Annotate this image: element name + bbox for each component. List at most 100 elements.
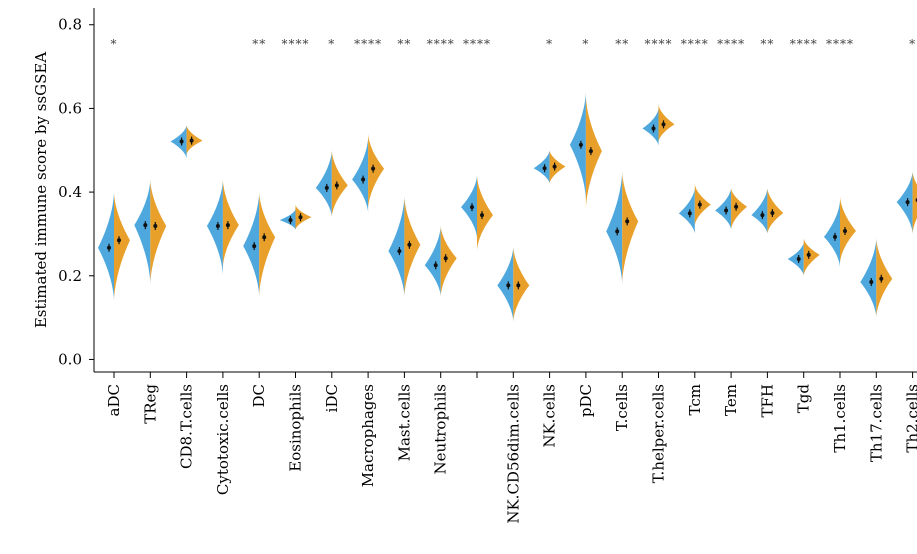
violin-left-half [678,187,695,234]
significance-label: **** [717,37,745,51]
mean-point-left [578,142,583,147]
violin-pDC [569,91,602,209]
mean-point-left [397,249,402,254]
x-tick-label: CD8.T.cells [178,384,196,469]
mean-point-left [687,211,692,216]
mean-point-left [179,139,184,144]
y-ticks: 0.0 0.2 0.4 0.6 0.8 [58,16,94,368]
mean-point-left [288,218,293,223]
violin-right-half [658,104,675,142]
mean-point-right [806,252,811,257]
mean-point-right [588,149,593,154]
axes [93,8,917,373]
x-tick-label: Mast.cells [395,384,413,461]
x-tick-label: DC [250,384,268,408]
x-tick-label: iDC [323,384,341,412]
violin-left-half [134,179,151,285]
mean-point-left [361,177,366,182]
violin-Tem [715,187,748,230]
mean-point-left [107,245,111,250]
violin-T.helper.cells [642,104,675,147]
violin-Tgd [787,238,820,276]
mean-point-left [215,223,220,228]
significance-label: **** [826,37,854,51]
significance-label: ** [252,37,266,51]
mean-point-left [905,200,910,205]
violin-left-half [279,208,296,230]
significance-label: * [909,37,916,51]
x-tick-label: NK.CD56dim.cells [504,384,522,524]
violin-left-half [751,187,768,234]
mean-point-right [153,223,158,228]
significance-label: * [111,37,118,51]
violin-right-half [876,238,893,318]
y-tick-label: 0.0 [58,350,82,368]
x-tick-label: Tem [722,384,740,416]
violin-right-half [803,238,820,276]
violin-right-half [259,192,276,297]
significance-marks: * ** **** * **** ** **** **** * * ** **** **** **** **… [111,37,916,51]
violins [98,91,917,322]
violin-NK.CD56bright.cells [461,175,493,251]
mean-point-left [324,185,329,190]
significance-label: * [546,37,553,51]
violin-Th2.cells [896,171,917,234]
significance-label: * [582,37,589,51]
y-tick-label: 0.4 [58,183,82,201]
x-tick-label: TFH [758,384,776,418]
mean-point-left [724,208,729,213]
x-tick-label: T.cells [613,384,631,431]
mean-point-right [298,215,303,220]
mean-point-left [869,280,874,285]
violin-right-half [331,150,348,218]
mean-point-right [371,166,376,171]
violin-left-half [497,246,514,322]
violin-right-half [295,204,312,230]
violin-right-half [368,133,385,209]
violin-Neutrophils [424,225,457,297]
mean-point-left [796,257,801,262]
x-tick-label: Eosinophils [287,384,305,472]
violin-Tcm [678,183,711,234]
significance-label: **** [790,37,818,51]
x-tick-label: aDC [105,384,123,416]
violin-DC [243,192,276,297]
x-ticks: aDC TReg CD8.T.cells Cytotoxic.cells DC Eosin… [105,372,917,524]
mean-point-right [843,229,847,234]
violin-right-half [404,196,421,297]
violin-left-half [315,150,332,218]
significance-label: **** [645,37,673,51]
significance-label: **** [282,37,310,51]
violin-left-half [352,137,369,214]
x-tick-label: pDC [577,384,595,417]
violin-left-half [896,171,913,234]
significance-label: **** [463,37,491,51]
violin-NK.cells [533,150,566,184]
violin-left-half [533,150,550,184]
violin-left-half [824,200,840,268]
significance-label: * [328,37,335,51]
violin-right-half [767,187,784,234]
violin-right-half [440,225,457,297]
violin-NK.CD56dim.cells [497,246,530,322]
mean-point-right [262,235,267,240]
mean-point-right [552,164,557,169]
violin-right-half [477,175,493,251]
violin-left-half [461,175,477,239]
significance-label: **** [427,37,455,51]
mean-point-right [770,211,775,216]
violin-left-half [569,91,586,201]
mean-point-left [470,205,474,210]
violin-right-half [731,187,748,230]
mean-point-left [615,229,620,234]
violin-Mast.cells [388,196,421,297]
x-tick-label: T.helper.cells [650,384,668,483]
mean-point-left [252,244,257,249]
mean-point-left [542,166,547,171]
x-tick-label: NK.cells [541,384,559,448]
violin-right-half [549,150,566,184]
violin-right-half [622,171,639,285]
violin-left-half [424,225,441,297]
x-tick-label: Macrophages [359,384,377,487]
